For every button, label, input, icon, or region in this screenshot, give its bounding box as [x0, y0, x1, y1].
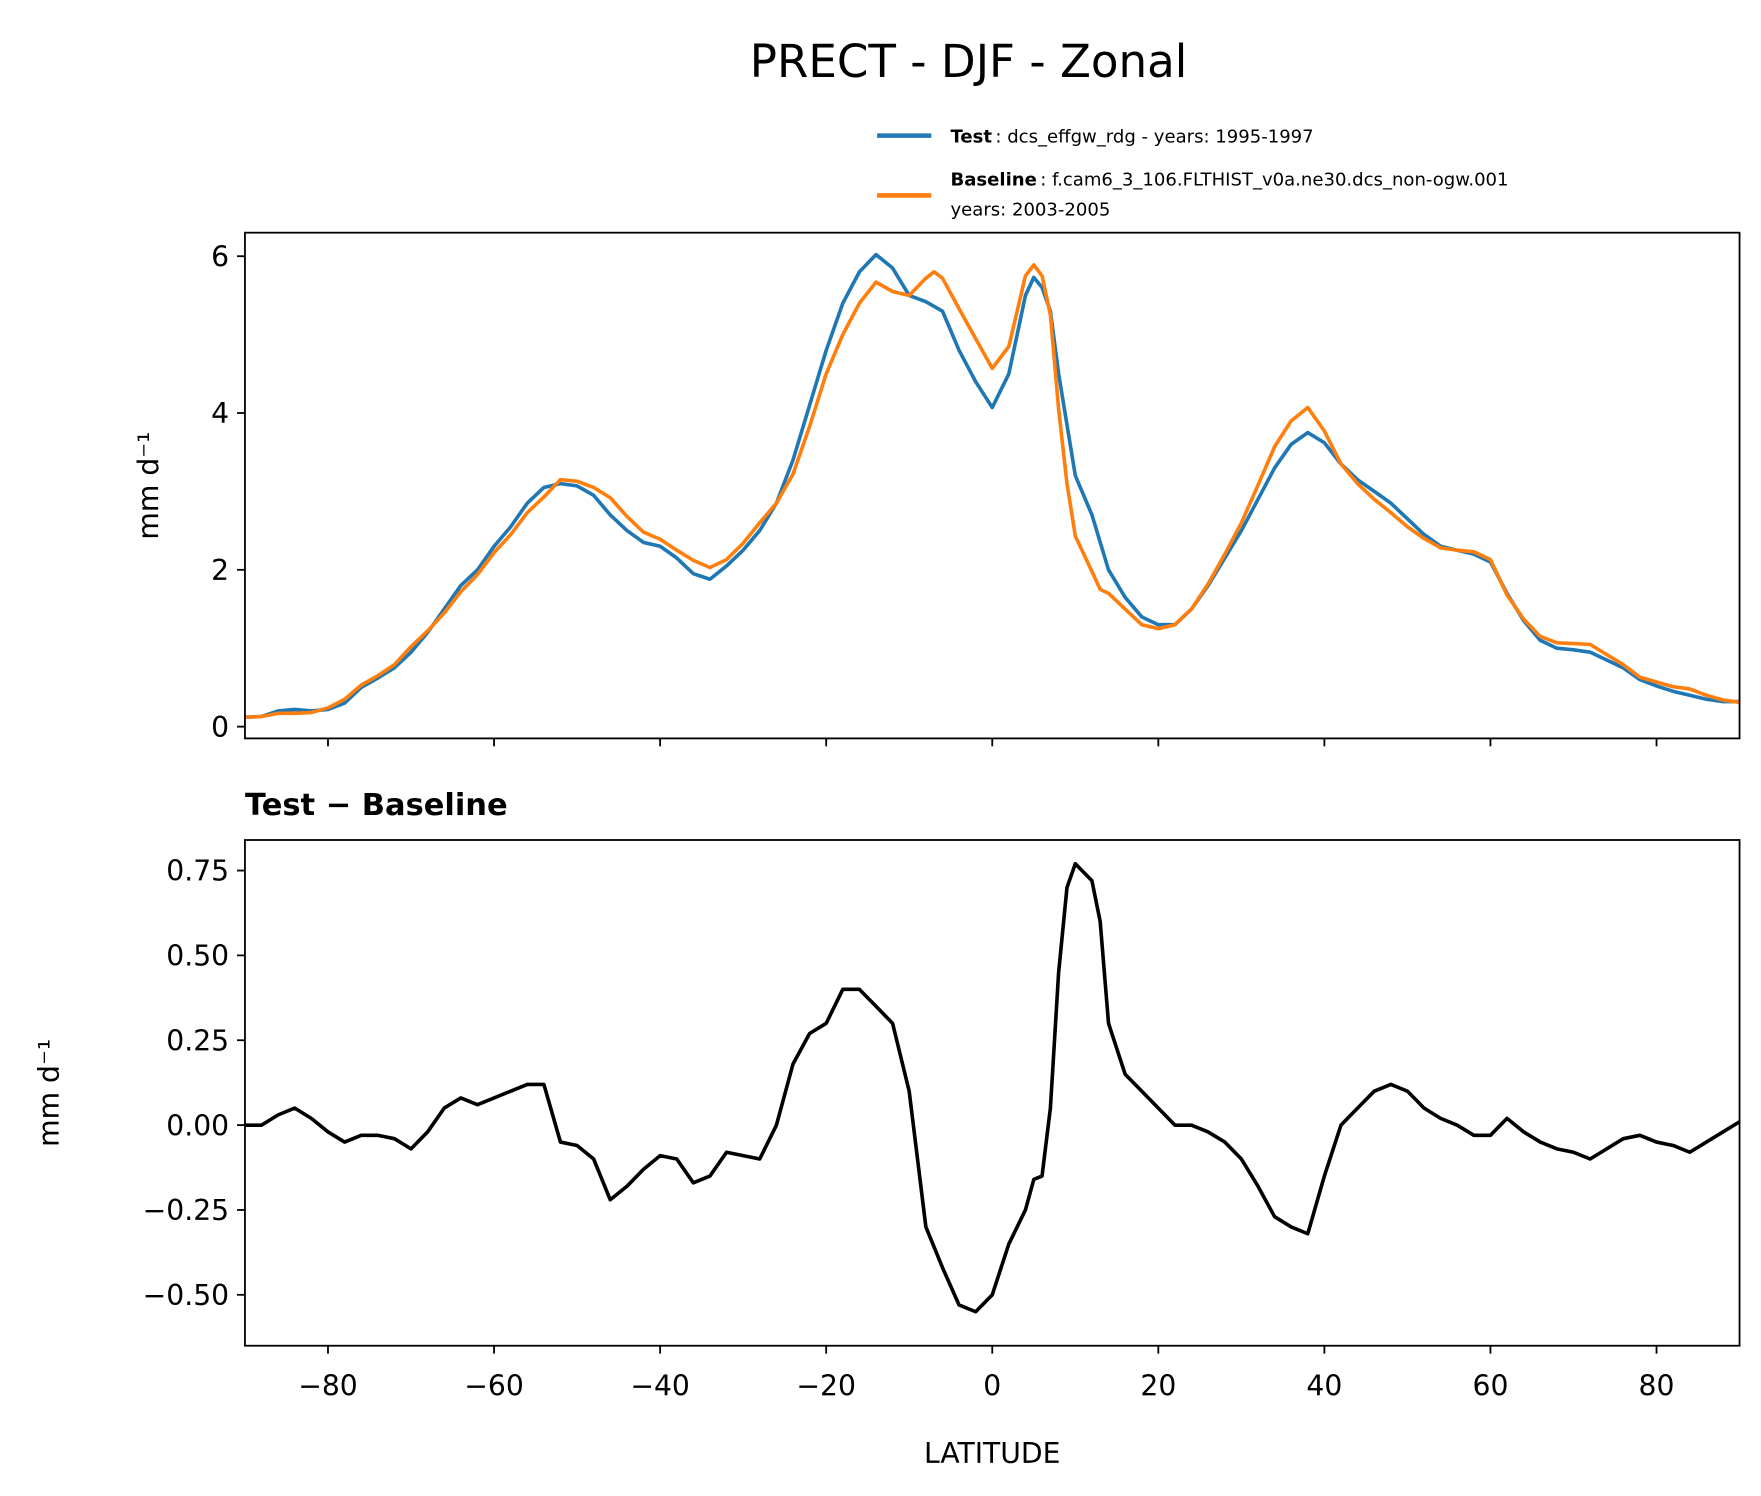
y-tick-label: 0.50: [166, 940, 229, 973]
bottom-subplot-title: Test − Baseline: [245, 788, 508, 823]
x-tick-label: −20: [796, 1369, 856, 1402]
y-tick-label: 2: [211, 554, 229, 587]
series-line-test: [244, 252, 1740, 719]
svg-text:Test: dcs_effgw_rdg - years: 1: Test: dcs_effgw_rdg - years: 1995-1997: [950, 126, 1313, 147]
legend-test-label: : dcs_effgw_rdg - years: 1995-1997: [995, 126, 1313, 147]
y-tick-label: 4: [211, 397, 229, 430]
legend-baseline-bold: Baseline: [950, 169, 1036, 190]
y-tick-label: 0.00: [166, 1109, 229, 1142]
x-axis-label: LATITUDE: [924, 1437, 1060, 1470]
x-tick-label: 80: [1639, 1369, 1675, 1402]
x-tick-label: 0: [983, 1369, 1001, 1402]
y-tick-label: −0.25: [143, 1194, 229, 1227]
axes-frame: [244, 839, 1741, 1347]
legend: Test: dcs_effgw_rdg - years: 1995-1997 B…: [877, 126, 1509, 221]
series-line-baseline: [244, 263, 1740, 719]
y-tick-label: −0.50: [143, 1279, 229, 1312]
y-tick-label: 0.25: [166, 1024, 229, 1057]
x-tick-label: 40: [1306, 1369, 1342, 1402]
y-tick-label: 0.75: [166, 855, 229, 888]
y-tick-label: 0: [211, 711, 229, 744]
legend-baseline-label: : f.cam6_3_106.FLTHIST_v0a.ne30.dcs_non-…: [1040, 169, 1508, 190]
legend-baseline-years: years: 2003-2005: [950, 200, 1110, 221]
chart-title: PRECT - DJF - Zonal: [750, 35, 1188, 88]
top-axes: 0 2 4 6: [211, 231, 1741, 747]
bottom-axes: −80 −60 −40 −20 0 20 40 60 80 −0.50 −0.25 0.00 0.25 0…: [143, 839, 1741, 1402]
svg-text:Baseline: f.cam6_3_106.FLTHIST: Baseline: f.cam6_3_106.FLTHIST_v0a.ne30.…: [950, 169, 1508, 190]
y-tick-label: 6: [211, 240, 229, 273]
legend-test-bold: Test: [950, 126, 992, 147]
series-line-test-baseline: [244, 861, 1741, 1314]
axes-frame: [244, 231, 1741, 740]
bottom-y-axis-label: mm d⁻¹: [33, 1039, 66, 1147]
x-tick-label: −40: [630, 1369, 690, 1402]
x-tick-label: 60: [1472, 1369, 1508, 1402]
top-y-axis-label: mm d⁻¹: [132, 432, 165, 540]
x-tick-label: −80: [298, 1369, 358, 1402]
x-tick-label: −60: [464, 1369, 524, 1402]
x-tick-label: 20: [1140, 1369, 1176, 1402]
